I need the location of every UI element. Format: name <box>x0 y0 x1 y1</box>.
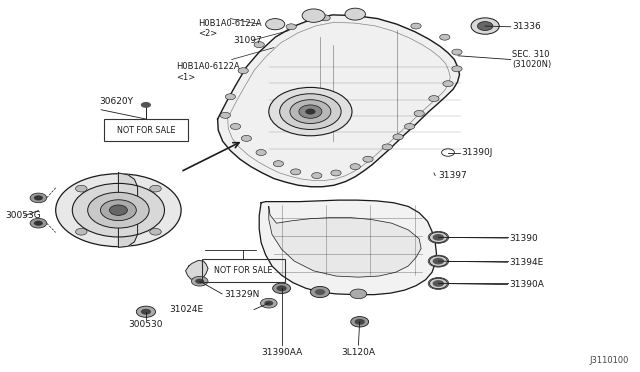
Circle shape <box>256 150 266 155</box>
Circle shape <box>260 298 277 308</box>
Circle shape <box>30 193 47 203</box>
Polygon shape <box>118 173 138 247</box>
Circle shape <box>280 94 341 129</box>
Text: 31397: 31397 <box>438 171 467 180</box>
Circle shape <box>290 100 331 124</box>
Circle shape <box>363 156 373 162</box>
Circle shape <box>414 110 424 116</box>
Circle shape <box>72 183 164 237</box>
Circle shape <box>56 174 181 247</box>
Text: 31329N: 31329N <box>224 290 259 299</box>
Text: 3L120A: 3L120A <box>341 348 376 357</box>
Circle shape <box>443 81 453 87</box>
Circle shape <box>310 286 330 298</box>
Circle shape <box>225 94 236 100</box>
Circle shape <box>452 66 462 72</box>
Text: 31390AA: 31390AA <box>261 348 302 357</box>
Circle shape <box>150 185 161 192</box>
Circle shape <box>305 109 316 115</box>
Circle shape <box>100 200 136 221</box>
Circle shape <box>428 255 449 267</box>
Circle shape <box>331 170 341 176</box>
Circle shape <box>351 317 369 327</box>
Circle shape <box>34 195 43 201</box>
Circle shape <box>276 285 287 291</box>
Circle shape <box>269 87 352 136</box>
Circle shape <box>136 306 156 317</box>
Circle shape <box>220 112 230 118</box>
Polygon shape <box>269 206 421 277</box>
Circle shape <box>433 280 444 287</box>
Text: 300530: 300530 <box>129 320 163 329</box>
Circle shape <box>411 23 421 29</box>
Circle shape <box>264 301 273 306</box>
Circle shape <box>238 68 248 74</box>
Circle shape <box>302 9 325 22</box>
Circle shape <box>404 124 415 129</box>
Circle shape <box>195 279 204 284</box>
Bar <box>202 259 285 282</box>
Circle shape <box>266 19 285 30</box>
Circle shape <box>286 24 296 30</box>
Circle shape <box>320 15 330 21</box>
Circle shape <box>150 228 161 235</box>
Text: 31390A: 31390A <box>509 280 543 289</box>
Text: 31390: 31390 <box>509 234 538 243</box>
Circle shape <box>191 276 208 286</box>
Circle shape <box>76 228 87 235</box>
Circle shape <box>350 164 360 170</box>
Circle shape <box>393 134 403 140</box>
Circle shape <box>382 144 392 150</box>
Circle shape <box>433 234 444 241</box>
Circle shape <box>241 135 252 141</box>
Circle shape <box>355 319 365 325</box>
Circle shape <box>230 124 241 129</box>
Circle shape <box>477 22 493 31</box>
Circle shape <box>452 49 462 55</box>
Text: 30053G: 30053G <box>5 211 41 220</box>
Circle shape <box>254 42 264 48</box>
Circle shape <box>428 231 449 243</box>
Circle shape <box>141 309 151 315</box>
Circle shape <box>350 289 367 299</box>
Text: 31097: 31097 <box>234 36 262 45</box>
Text: NOT FOR SALE: NOT FOR SALE <box>116 126 175 135</box>
Circle shape <box>109 205 127 215</box>
Text: H0B1A0-6122A
<1>: H0B1A0-6122A <1> <box>176 62 239 82</box>
Circle shape <box>76 185 87 192</box>
Text: 31024E: 31024E <box>170 305 204 314</box>
Circle shape <box>273 161 284 167</box>
Bar <box>104 119 188 141</box>
Polygon shape <box>186 260 208 280</box>
Circle shape <box>315 289 325 295</box>
Circle shape <box>34 221 43 226</box>
Circle shape <box>299 105 322 118</box>
Text: 31336: 31336 <box>512 22 541 31</box>
Text: 31390J: 31390J <box>461 148 492 157</box>
Circle shape <box>273 283 291 294</box>
Circle shape <box>88 192 149 228</box>
Circle shape <box>345 8 365 20</box>
Circle shape <box>471 18 499 34</box>
Text: J3110100: J3110100 <box>589 356 628 365</box>
Text: 31394E: 31394E <box>509 258 543 267</box>
Circle shape <box>141 102 151 108</box>
Text: 30620Y: 30620Y <box>99 97 133 106</box>
Circle shape <box>428 278 449 289</box>
Polygon shape <box>218 15 460 187</box>
Circle shape <box>440 34 450 40</box>
Text: H0B1A0-6122A
<2>: H0B1A0-6122A <2> <box>198 19 262 38</box>
Text: NOT FOR SALE: NOT FOR SALE <box>214 266 273 275</box>
Circle shape <box>30 218 47 228</box>
Text: SEC. 310
(31020N): SEC. 310 (31020N) <box>512 50 551 69</box>
Polygon shape <box>259 200 436 295</box>
Circle shape <box>312 173 322 179</box>
Circle shape <box>433 258 444 264</box>
Circle shape <box>429 96 439 102</box>
Circle shape <box>291 169 301 175</box>
